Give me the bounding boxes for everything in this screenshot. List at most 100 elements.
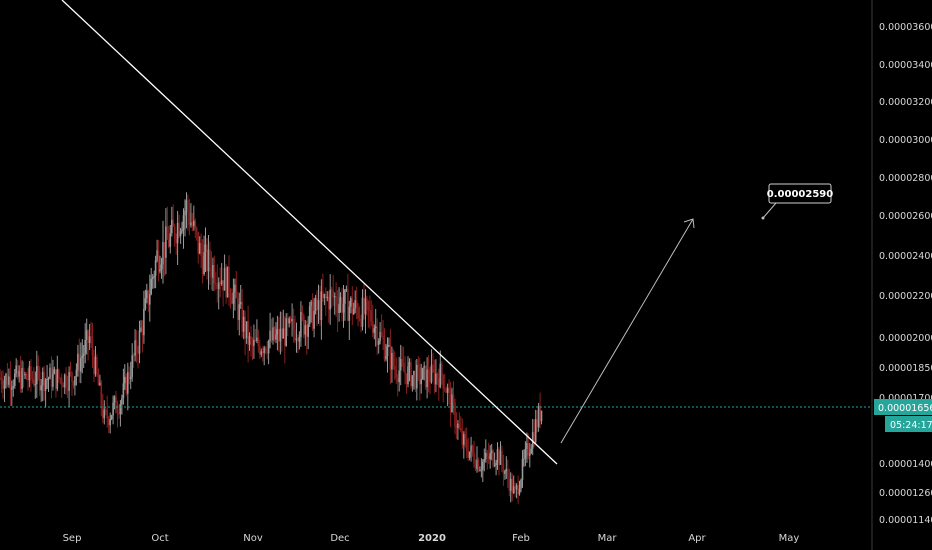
candle-up: [345, 289, 348, 290]
candle-up: [540, 410, 543, 422]
candle-down: [33, 379, 35, 385]
candle-up: [46, 379, 48, 380]
candle-up: [275, 334, 277, 340]
candle-up: [470, 445, 472, 452]
candle-up: [451, 394, 453, 413]
candle-up: [14, 373, 16, 386]
candle-up: [505, 468, 508, 472]
candle-down: [222, 280, 224, 291]
price-axis-label: 0.00002400: [879, 251, 932, 262]
candle-up: [3, 380, 6, 389]
candle-up: [138, 330, 141, 354]
candle-down: [175, 239, 177, 244]
candle-up: [131, 355, 133, 378]
candle-down: [200, 243, 202, 257]
candle-up: [110, 415, 113, 420]
candle-up: [479, 470, 481, 472]
candle-up: [176, 222, 179, 244]
candle-down: [116, 412, 119, 414]
candle-up: [529, 453, 531, 456]
candle-up: [154, 260, 157, 276]
candle-down: [471, 445, 474, 453]
candle-up: [34, 384, 37, 385]
candle-up: [94, 357, 97, 375]
candle-up: [338, 303, 340, 313]
candle-up: [162, 242, 164, 265]
candle-down: [341, 297, 343, 313]
candle-up: [300, 312, 302, 338]
time-axis[interactable]: Sep Oct Nov Dec 2020 Feb Mar Apr May: [63, 533, 800, 544]
candle-up: [521, 458, 524, 480]
candle-down: [473, 452, 475, 464]
candle-down: [517, 485, 519, 495]
candle-down: [427, 369, 430, 381]
candle-down: [157, 250, 160, 272]
price-axis-label: 0.00002800: [879, 173, 932, 184]
candle-up: [253, 339, 255, 346]
candle-up: [109, 419, 111, 426]
candle-down: [197, 231, 199, 254]
projection-arrow[interactable]: [560, 218, 695, 444]
candle-up: [490, 450, 493, 454]
candle-up: [99, 382, 101, 386]
candle-down: [194, 220, 197, 228]
candle-down: [328, 296, 330, 310]
candle-down: [250, 336, 252, 343]
candle-up: [267, 341, 270, 354]
candle-up: [534, 419, 537, 442]
time-axis-label: 2020: [418, 533, 446, 544]
candle-down: [168, 239, 170, 247]
descending-trendline[interactable]: [61, 0, 558, 465]
candle-up: [47, 378, 50, 380]
price-axis-label: 0.00001850: [879, 363, 932, 374]
candle-up: [285, 318, 287, 346]
candle-up: [68, 371, 70, 391]
candle-up: [44, 379, 47, 391]
candle-up: [483, 459, 486, 462]
candle-down: [69, 371, 72, 373]
candle-down: [31, 378, 34, 380]
price-axis-label: 0.00001140: [879, 515, 932, 526]
candle-down: [125, 376, 128, 394]
candle-down: [100, 382, 103, 406]
candle-down: [78, 353, 81, 372]
candle-up: [373, 328, 376, 333]
candle-up: [537, 406, 540, 428]
candle-down: [487, 456, 490, 460]
candle-down: [448, 387, 450, 390]
price-axis[interactable]: 0.00003600 0.00003400 0.00003200 0.00003000…: [879, 22, 932, 526]
target-callout[interactable]: 0.00002590: [761, 183, 834, 220]
candle-up: [512, 486, 515, 493]
candle-down: [303, 315, 305, 335]
candle-down: [96, 357, 98, 374]
candle-up: [307, 324, 309, 337]
candles-layer: [0, 192, 543, 504]
candle-up: [234, 284, 236, 293]
candle-down: [502, 464, 505, 474]
candle-up: [56, 369, 59, 389]
candle-down: [414, 371, 417, 389]
candle-up: [320, 291, 323, 320]
candle-down: [106, 409, 108, 419]
candle-up: [279, 328, 282, 342]
candle-up: [153, 275, 155, 278]
candle-up: [423, 365, 425, 369]
candle-up: [144, 298, 147, 309]
candle-up: [509, 478, 512, 491]
candle-down: [187, 200, 189, 213]
candle-up: [185, 200, 188, 211]
candle-down: [104, 409, 107, 411]
candle-down: [219, 282, 221, 285]
candle-up: [226, 266, 229, 298]
candle-down: [278, 329, 280, 342]
candle-up: [310, 301, 312, 307]
candle-up: [504, 471, 506, 474]
candle-down: [394, 366, 396, 370]
candle-down: [128, 372, 130, 379]
current-price-value: 0.00001656: [878, 403, 932, 414]
candle-up: [468, 451, 471, 458]
candle-up: [298, 337, 301, 342]
candle-up: [276, 329, 279, 335]
candle-up: [248, 336, 251, 345]
